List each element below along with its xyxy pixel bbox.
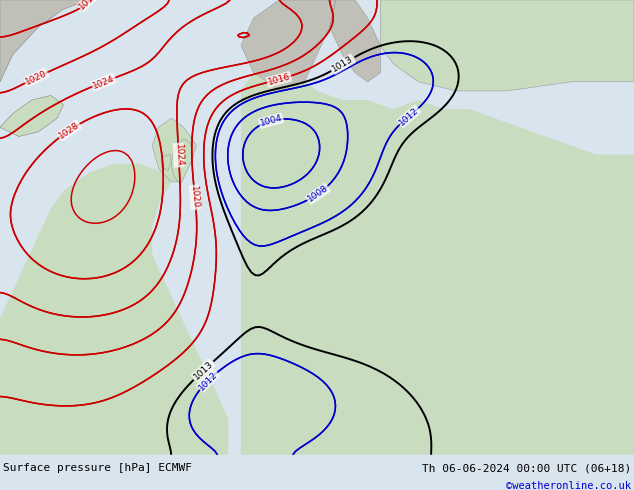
Text: 1024: 1024 (91, 74, 116, 90)
Polygon shape (171, 139, 193, 184)
Text: 1013: 1013 (331, 54, 355, 74)
Text: 1020: 1020 (24, 69, 49, 87)
Polygon shape (0, 73, 634, 455)
Text: 1012: 1012 (398, 105, 420, 127)
Text: 1004: 1004 (259, 113, 283, 128)
Text: 1016: 1016 (77, 0, 101, 11)
Polygon shape (0, 0, 89, 82)
Text: 1016: 1016 (267, 72, 292, 87)
Polygon shape (330, 0, 380, 82)
Text: Th 06-06-2024 00:00 UTC (06+18): Th 06-06-2024 00:00 UTC (06+18) (422, 463, 631, 473)
Text: 1028: 1028 (57, 121, 81, 141)
Text: Surface pressure [hPa] ECMWF: Surface pressure [hPa] ECMWF (3, 463, 192, 473)
Polygon shape (0, 96, 63, 136)
Text: 1024: 1024 (174, 144, 184, 167)
Text: 1008: 1008 (306, 184, 330, 204)
Polygon shape (241, 0, 336, 91)
Polygon shape (152, 118, 197, 182)
Text: 1020: 1020 (190, 186, 200, 209)
Polygon shape (161, 155, 171, 171)
Text: 1013: 1013 (192, 360, 215, 382)
Text: 1012: 1012 (197, 369, 219, 392)
Text: ©weatheronline.co.uk: ©weatheronline.co.uk (506, 481, 631, 490)
Polygon shape (380, 0, 634, 91)
Bar (0, 0, 228, 455)
